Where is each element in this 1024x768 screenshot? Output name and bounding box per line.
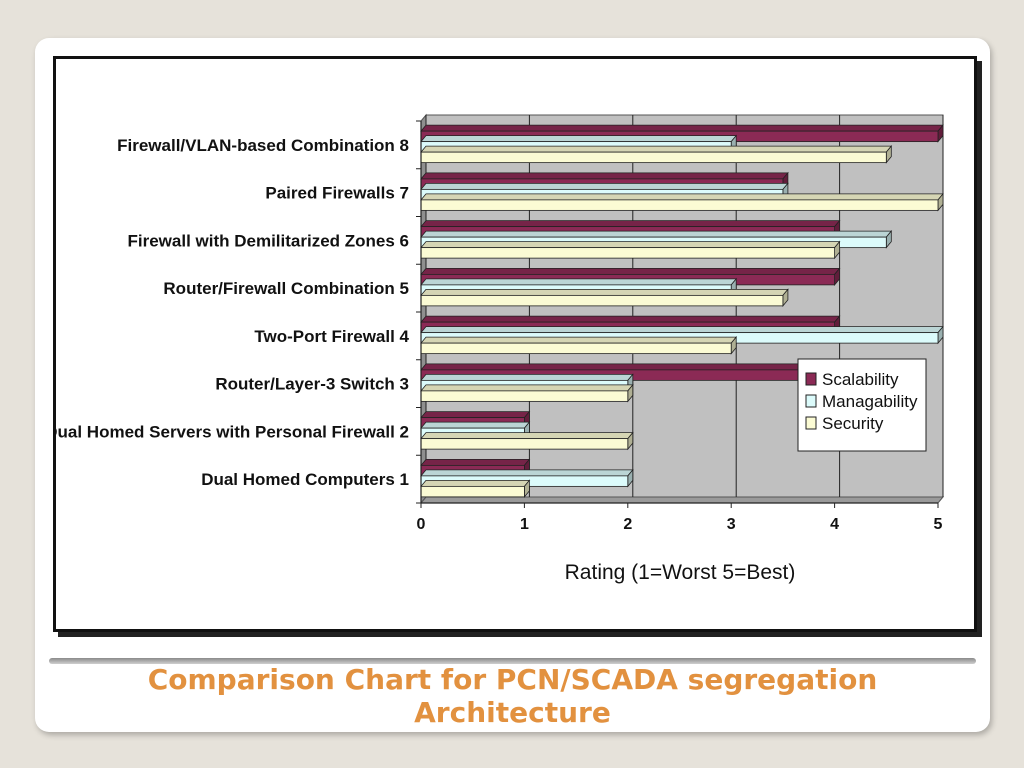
bar-top-face [420,421,531,429]
category-label: Firewall with Demilitarized Zones 6 [127,231,409,250]
slide-caption: Comparison Chart for PCN/SCADA segregati… [35,663,990,729]
legend-swatch [805,372,817,386]
bar-security-6 [420,390,629,402]
bar-top-face [420,384,634,392]
plot-floor [419,496,945,504]
bar-security-4 [420,294,784,307]
chart-frame: Firewall/VLAN-based Combination 8 Paired … [53,56,977,632]
bar-top-face [420,458,531,466]
caption-line-2: Architecture [414,696,611,729]
category-label: Router/Layer-3 Switch 3 [215,375,409,394]
bar-top-face [420,182,789,190]
bar-security-3 [420,247,836,259]
legend-box [797,358,927,452]
bar-top-face [420,241,841,249]
category-label: Router/Firewall Combination 5 [163,279,409,298]
x-tick-label: 3 [727,516,736,533]
caption-line-1: Comparison Chart for PCN/SCADA segregati… [147,663,878,696]
bar-top-face [420,411,531,419]
bar-top-face [420,373,634,381]
bar-security-8 [420,485,525,498]
bar-top-face [420,135,738,143]
bar-top-face [420,479,531,487]
bar-security-7 [420,438,629,450]
bar-top-face [420,432,634,440]
bar-top-face [420,267,841,275]
x-tick-label: 0 [417,516,426,533]
x-tick-label: 4 [830,516,839,533]
bar-top-face [420,172,789,180]
bar-top-face [420,363,841,371]
category-label: Firewall/VLAN-based Combination 8 [117,136,409,155]
bar-top-face [420,288,789,296]
legend-swatch [805,394,817,408]
category-label: Paired Firewalls 7 [265,184,409,203]
bar-top-face [420,326,944,334]
bar-top-face [420,469,634,477]
category-label: Dual Homed Servers with Personal Firewal… [56,422,409,441]
legend-swatch [805,416,817,430]
bar-top-face [420,230,893,238]
slide: Firewall/VLAN-based Combination 8 Paired … [35,38,990,732]
divider-bar [49,658,976,664]
legend-label: Managability [822,392,918,411]
bar-top-face [420,193,944,201]
bar-security-1 [420,151,887,164]
bar-top-face [420,278,738,286]
legend-label: Scalability [822,370,899,389]
bar-top-face [420,145,893,153]
bar-chart: Firewall/VLAN-based Combination 8 Paired … [56,113,945,584]
legend-label: Security [822,414,884,433]
bar-security-2 [420,199,939,211]
bar-top-face [420,220,841,228]
bar-security-5 [420,342,732,355]
bar-top-face [420,315,841,323]
bar-top-face [420,124,944,132]
category-label: Dual Homed Computers 1 [201,470,409,489]
bar-top-face [420,336,738,344]
x-tick-label: 5 [934,516,943,533]
x-tick-label: 1 [520,516,529,533]
x-tick-label: 2 [623,516,632,533]
x-axis-title: Rating (1=Worst 5=Best) [565,561,796,584]
category-label: Two-Port Firewall 4 [254,327,409,346]
